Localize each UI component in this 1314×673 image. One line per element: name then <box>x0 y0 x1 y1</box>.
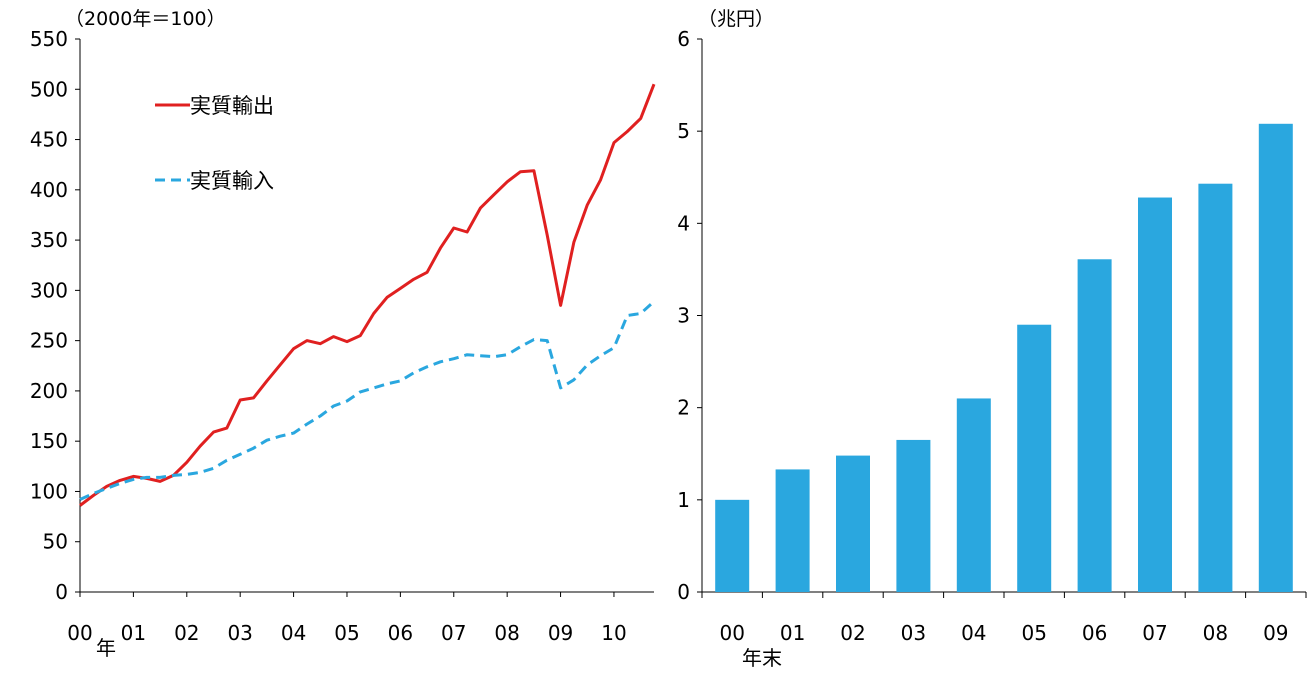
left-y-tick-label: 300 <box>30 278 68 302</box>
bar-06 <box>1077 259 1112 592</box>
right-x-tick-label: 07 <box>1142 621 1167 645</box>
right-y-tick-label: 3 <box>677 304 690 328</box>
right-y-tick-label: 6 <box>677 27 690 51</box>
left-y-tick-label: 350 <box>30 228 68 252</box>
left-y-tick-label: 100 <box>30 479 68 503</box>
left-y-tick-label: 500 <box>30 77 68 101</box>
right-x-tick-label: 06 <box>1082 621 1107 645</box>
right-y-tick-label: 4 <box>677 211 690 235</box>
right-x-tick-label: 09 <box>1263 621 1288 645</box>
right-x-tick-label: 01 <box>780 621 805 645</box>
right-x-tick-label: 02 <box>840 621 865 645</box>
left-y-tick-label: 450 <box>30 128 68 152</box>
right-y-tick-label: 1 <box>677 488 690 512</box>
left-x-tick-label: 05 <box>334 621 359 645</box>
left-y-tick-label: 550 <box>30 27 68 51</box>
left-y-tick-label: 250 <box>30 329 68 353</box>
left-x-tick-label: 02 <box>174 621 199 645</box>
real-trade-line-chart: （2000年＝100） 0501001502002503003504004505… <box>30 8 656 660</box>
right-bars: 00 01 02 03 04 05 06 07 08 09 <box>715 123 1293 645</box>
left-y-tick-label: 200 <box>30 379 68 403</box>
left-x-tick-label: 03 <box>227 621 252 645</box>
left-unit-label: （2000年＝100） <box>65 8 226 30</box>
left-x-tick-label: 04 <box>281 621 306 645</box>
left-series-lines <box>79 83 656 507</box>
right-x-tick-label: 04 <box>961 621 986 645</box>
left-x-tick-label: 01 <box>121 621 146 645</box>
series-line-0 <box>79 83 656 507</box>
left-x-tick-label: 08 <box>494 621 519 645</box>
bar-09 <box>1258 123 1293 592</box>
left-x-tick-label: 00 <box>67 621 92 645</box>
left-y-tick-label: 50 <box>43 530 68 554</box>
bar-04 <box>956 398 991 592</box>
left-y-tick-label: 0 <box>55 580 68 604</box>
right-x-tick-label: 03 <box>901 621 926 645</box>
right-unit-label: （兆円） <box>698 8 774 30</box>
legend-label-1: 実質輸入 <box>190 169 274 193</box>
left-x-tick-label: 06 <box>388 621 413 645</box>
right-y-tick-label: 5 <box>677 119 690 143</box>
bar-00 <box>715 499 750 592</box>
bar-01 <box>775 469 810 592</box>
bar-05 <box>1017 324 1052 592</box>
bar-07 <box>1138 197 1172 592</box>
right-y-tick-label: 2 <box>677 396 690 420</box>
left-y-tick-label: 400 <box>30 178 68 202</box>
bar-02 <box>836 455 870 592</box>
left-x-tick-label: 07 <box>441 621 466 645</box>
left-x-axis-label: 年 <box>96 636 116 660</box>
right-x-tick-label: 08 <box>1203 621 1228 645</box>
right-x-tick-label: 00 <box>719 621 744 645</box>
right-y-tick-label: 0 <box>677 580 690 604</box>
bar-03 <box>896 439 931 592</box>
right-x-tick-label: 05 <box>1021 621 1046 645</box>
left-y-tick-label: 150 <box>30 429 68 453</box>
series-line-1 <box>79 300 656 501</box>
bar-08 <box>1198 183 1233 592</box>
left-x-tick-label: 10 <box>601 621 626 645</box>
right-x-axis-label: 年末 <box>742 646 782 670</box>
legend-label-0: 実質輸出 <box>190 94 274 118</box>
left-x-tick-label: 09 <box>548 621 573 645</box>
